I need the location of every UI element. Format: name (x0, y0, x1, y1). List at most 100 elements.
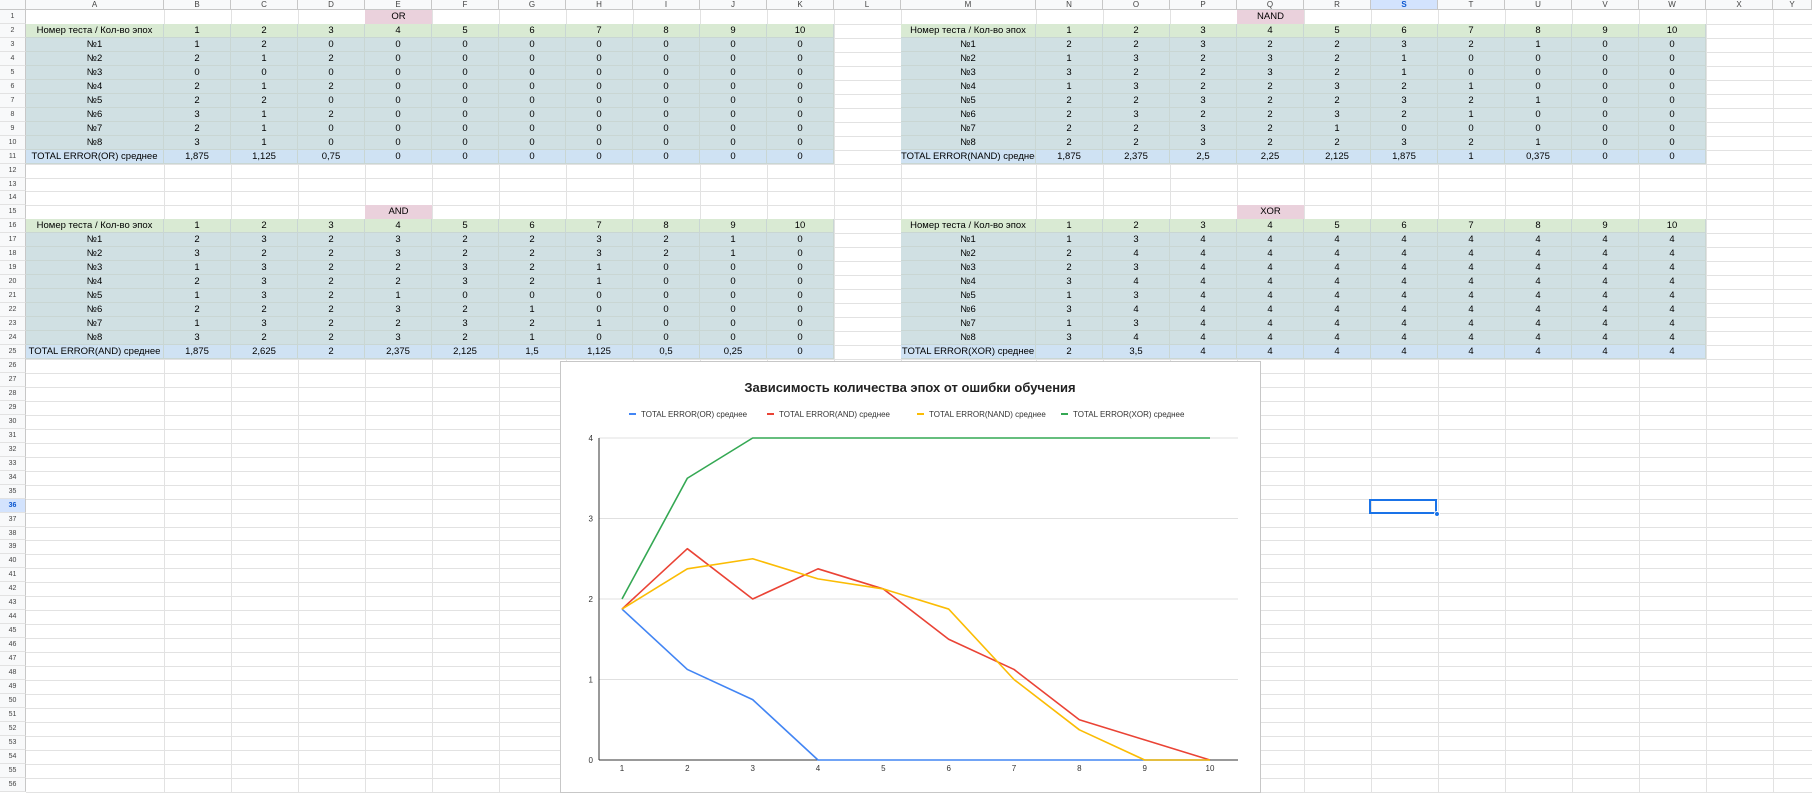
and-value-cell[interactable]: 0 (499, 289, 566, 304)
xor-value-cell[interactable]: 3 (1103, 233, 1170, 248)
xor-value-cell[interactable]: 4 (1572, 261, 1639, 276)
and-value-cell[interactable]: 0 (767, 317, 834, 332)
and-value-cell[interactable]: 3 (566, 233, 633, 248)
or-value-cell[interactable]: 0 (164, 65, 231, 80)
nand-value-cell[interactable]: 2 (1237, 93, 1304, 108)
and-epoch-header[interactable]: 4 (365, 219, 432, 234)
and-value-cell[interactable]: 2 (298, 317, 365, 332)
row-header-35[interactable]: 35 (0, 484, 26, 499)
nand-value-cell[interactable]: 0 (1572, 121, 1639, 136)
nand-value-cell[interactable]: 2 (1103, 135, 1170, 150)
or-value-cell[interactable]: 0 (767, 93, 834, 108)
xor-value-cell[interactable]: 4 (1237, 261, 1304, 276)
and-value-cell[interactable]: 1 (700, 247, 767, 262)
and-value-cell[interactable]: 1 (499, 331, 566, 346)
or-value-cell[interactable]: 0 (633, 135, 700, 150)
nand-header-label[interactable]: Номер теста / Кол-во эпох (901, 23, 1036, 38)
nand-value-cell[interactable]: 1 (1505, 93, 1572, 108)
and-value-cell[interactable]: 0 (633, 317, 700, 332)
xor-value-cell[interactable]: 4 (1170, 261, 1237, 276)
and-value-cell[interactable]: 3 (365, 303, 432, 318)
column-header-w[interactable]: W (1639, 0, 1706, 10)
xor-value-cell[interactable]: 4 (1505, 317, 1572, 332)
and-total-cell[interactable]: 1,125 (566, 345, 633, 359)
xor-value-cell[interactable]: 4 (1237, 303, 1304, 318)
or-value-cell[interactable]: 1 (231, 107, 298, 122)
or-value-cell[interactable]: 0 (499, 121, 566, 136)
xor-total-cell[interactable]: 4 (1237, 345, 1304, 359)
xor-value-cell[interactable]: 4 (1371, 331, 1438, 346)
and-epoch-header[interactable]: 5 (432, 219, 499, 234)
column-header-j[interactable]: J (700, 0, 767, 10)
or-value-cell[interactable]: 0 (700, 121, 767, 136)
and-value-cell[interactable]: 0 (432, 289, 499, 304)
nand-epoch-header[interactable]: 5 (1304, 23, 1371, 38)
or-test-label[interactable]: №6 (26, 107, 164, 122)
nand-value-cell[interactable]: 3 (1103, 79, 1170, 94)
or-value-cell[interactable]: 3 (164, 135, 231, 150)
and-value-cell[interactable]: 0 (566, 289, 633, 304)
xor-value-cell[interactable]: 3 (1036, 275, 1103, 290)
nand-total-cell[interactable]: 0 (1639, 149, 1706, 164)
nand-test-label[interactable]: №3 (901, 65, 1036, 80)
nand-value-cell[interactable]: 0 (1639, 37, 1706, 52)
and-value-cell[interactable]: 0 (767, 275, 834, 290)
xor-value-cell[interactable]: 4 (1438, 275, 1505, 290)
and-value-cell[interactable]: 2 (499, 317, 566, 332)
column-header-q[interactable]: Q (1237, 0, 1304, 10)
or-value-cell[interactable]: 2 (298, 79, 365, 94)
row-header-10[interactable]: 10 (0, 135, 26, 150)
or-test-label[interactable]: №7 (26, 121, 164, 136)
column-header-f[interactable]: F (432, 0, 499, 10)
and-value-cell[interactable]: 2 (298, 275, 365, 290)
row-header-32[interactable]: 32 (0, 442, 26, 457)
or-table-title[interactable]: OR (365, 10, 432, 24)
or-total-cell[interactable]: 0 (767, 149, 834, 164)
column-header-p[interactable]: P (1170, 0, 1237, 10)
or-value-cell[interactable]: 0 (499, 65, 566, 80)
or-epoch-header[interactable]: 6 (499, 23, 566, 38)
nand-value-cell[interactable]: 1 (1438, 79, 1505, 94)
column-header-e[interactable]: E (365, 0, 432, 10)
or-value-cell[interactable]: 0 (767, 37, 834, 52)
or-epoch-header[interactable]: 8 (633, 23, 700, 38)
row-header-45[interactable]: 45 (0, 624, 26, 639)
and-value-cell[interactable]: 1 (700, 233, 767, 248)
column-header-t[interactable]: T (1438, 0, 1505, 10)
nand-value-cell[interactable]: 3 (1237, 65, 1304, 80)
or-epoch-header[interactable]: 4 (365, 23, 432, 38)
or-epoch-header[interactable]: 7 (566, 23, 633, 38)
or-value-cell[interactable]: 0 (633, 37, 700, 52)
or-total-cell[interactable]: 0,75 (298, 149, 365, 164)
xor-total-cell[interactable]: 4 (1371, 345, 1438, 359)
xor-value-cell[interactable]: 4 (1572, 233, 1639, 248)
nand-value-cell[interactable]: 0 (1639, 135, 1706, 150)
and-test-label[interactable]: №3 (26, 261, 164, 276)
xor-value-cell[interactable]: 4 (1304, 275, 1371, 290)
or-value-cell[interactable]: 2 (164, 93, 231, 108)
nand-value-cell[interactable]: 0 (1371, 121, 1438, 136)
and-value-cell[interactable]: 2 (164, 233, 231, 248)
or-value-cell[interactable]: 0 (566, 121, 633, 136)
xor-epoch-header[interactable]: 4 (1237, 219, 1304, 234)
xor-value-cell[interactable]: 4 (1237, 289, 1304, 304)
xor-value-cell[interactable]: 4 (1438, 289, 1505, 304)
column-header-s[interactable]: S (1371, 0, 1438, 10)
and-value-cell[interactable]: 2 (164, 303, 231, 318)
column-header-m[interactable]: M (901, 0, 1036, 10)
xor-value-cell[interactable]: 4 (1572, 303, 1639, 318)
or-value-cell[interactable]: 2 (231, 93, 298, 108)
nand-value-cell[interactable]: 2 (1170, 107, 1237, 122)
row-header-21[interactable]: 21 (0, 289, 26, 304)
xor-value-cell[interactable]: 1 (1036, 289, 1103, 304)
xor-value-cell[interactable]: 4 (1639, 331, 1706, 346)
and-value-cell[interactable]: 3 (365, 331, 432, 346)
nand-total-cell[interactable]: 2,5 (1170, 149, 1237, 164)
row-header-17[interactable]: 17 (0, 233, 26, 248)
nand-value-cell[interactable]: 1 (1371, 51, 1438, 66)
nand-table-title[interactable]: NAND (1237, 10, 1304, 24)
nand-total-cell[interactable]: 2,25 (1237, 149, 1304, 164)
and-value-cell[interactable]: 0 (767, 261, 834, 276)
row-header-3[interactable]: 3 (0, 37, 26, 52)
column-header-k[interactable]: K (767, 0, 834, 10)
